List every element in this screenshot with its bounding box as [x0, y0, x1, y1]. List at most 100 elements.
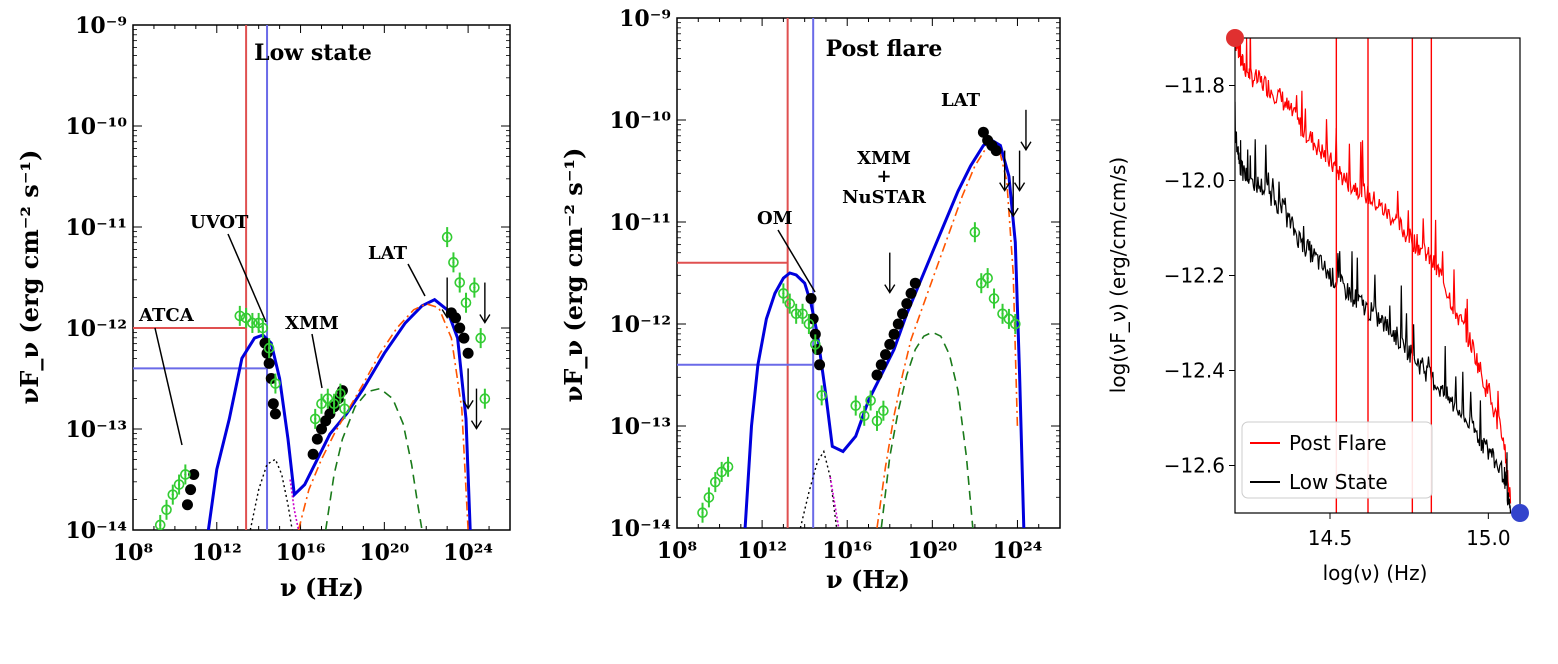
right-panel: 14.5 15.0 −12.6 −12.4 −12.2 −12.0 −11.8 log(ν)… — [1106, 29, 1529, 585]
y-tick-label: −12.6 — [1164, 454, 1225, 478]
observed-point — [871, 369, 883, 381]
archival-point — [322, 393, 334, 405]
observed-point — [909, 277, 921, 289]
y-tick-label: 10⁻¹⁰ — [610, 108, 672, 134]
archival-point-center — [238, 314, 242, 318]
observed-point — [454, 322, 466, 334]
observed-point — [884, 338, 896, 350]
archival-point — [982, 272, 993, 284]
archival-point — [475, 332, 486, 344]
left-title: Low state — [254, 40, 372, 66]
y-tick-label: −12.0 — [1164, 169, 1225, 193]
archival-point-center — [854, 404, 857, 407]
archival-point — [173, 479, 185, 490]
archival-point-center — [882, 409, 885, 412]
right-ticks: 14.5 15.0 −12.6 −12.4 −12.2 −12.0 −11.8 — [1164, 29, 1529, 550]
x-tick-label: 10¹² — [192, 540, 242, 566]
archival-point — [722, 461, 734, 473]
middle-annotation-arrows — [777, 229, 816, 293]
observed-point — [809, 328, 821, 340]
curve-ec — [324, 387, 423, 530]
archival-point-center — [184, 473, 187, 476]
x-tick-label: 10²⁴ — [992, 538, 1042, 564]
middle-annot-nustar: NuSTAR — [842, 187, 927, 208]
right-xlabel: log(ν) (Hz) — [1323, 561, 1428, 585]
archival-point — [703, 492, 715, 503]
observed-point — [265, 373, 277, 384]
middle-annot-om: OM — [757, 208, 793, 229]
archival-point-center — [483, 397, 487, 400]
archival-point — [339, 403, 350, 415]
observed-point — [892, 318, 904, 330]
curve-ssc — [876, 144, 1019, 528]
middle-annot-plus: + — [876, 166, 891, 187]
observed-point — [311, 433, 323, 445]
archival-point — [816, 390, 827, 401]
middle-panel: 10⁸ 10¹² 10¹⁶ 10²⁰ 10²⁴ 10⁻¹⁴ 10⁻¹³ 10⁻¹² 10⁻¹¹ 1… — [559, 6, 1061, 594]
archival-point — [784, 298, 796, 309]
archival-point-center — [257, 321, 260, 325]
observed-point — [316, 423, 327, 435]
archival-point — [234, 310, 246, 322]
y-tick-label: 10⁻¹³ — [66, 417, 128, 443]
archival-point-center — [171, 493, 174, 496]
curve-host — [289, 479, 300, 530]
archival-point — [810, 339, 821, 350]
archival-point-center — [339, 392, 342, 395]
archival-point — [716, 466, 727, 478]
archival-point-center — [801, 312, 804, 315]
archival-point — [328, 398, 340, 410]
x-tick-label: 10²⁴ — [443, 540, 493, 566]
observed-point — [261, 347, 273, 359]
y-tick-label: 10⁻¹¹ — [66, 215, 128, 241]
spectrum-low-state — [1235, 101, 1512, 513]
archival-point-center — [445, 235, 449, 239]
observed-point — [450, 312, 462, 324]
archival-point — [257, 322, 269, 334]
archival-point-center — [458, 281, 461, 284]
archival-point — [975, 277, 987, 289]
archival-point-center — [452, 261, 455, 264]
archival-point-center — [807, 322, 811, 326]
observed-point — [462, 347, 474, 359]
middle-ylabel: νF_ν (erg cm⁻² s⁻¹) — [559, 148, 588, 403]
x-tick-label: 15.0 — [1466, 526, 1511, 550]
curve-ec — [880, 331, 974, 528]
archival-point-center — [992, 297, 996, 300]
left-annotation-arrows — [154, 233, 426, 446]
observed-point — [267, 398, 279, 410]
upper-limit-arrowhead — [479, 314, 491, 324]
x-tick-label: 10¹² — [737, 538, 787, 564]
archival-point — [180, 469, 191, 480]
archival-point — [335, 388, 346, 399]
x-tick-label: 10²⁰ — [359, 540, 409, 566]
archival-point — [865, 395, 876, 406]
archival-point — [858, 410, 870, 422]
y-tick-label: −11.8 — [1164, 74, 1225, 98]
upper-limit-arrowhead — [462, 400, 474, 410]
curve-disk — [799, 449, 838, 528]
x-tick-label: 10⁸ — [657, 538, 697, 564]
observed-point — [181, 499, 193, 511]
left-annot-xmm: XMM — [285, 313, 339, 334]
upper-limit-arrowhead — [470, 420, 483, 430]
observed-point — [185, 484, 197, 496]
x-tick-label: 14.5 — [1308, 526, 1353, 550]
middle-curves — [677, 18, 1026, 528]
observed-point — [336, 385, 348, 397]
archival-point-center — [986, 276, 989, 280]
left-panel: 10⁸ 10¹² 10¹⁶ 10²⁰ 10²⁴ 10⁻¹⁴ 10⁻¹³ 10⁻¹² 10⁻¹¹ 1… — [15, 13, 511, 602]
archival-point-center — [326, 397, 329, 400]
archival-point-center — [863, 414, 866, 417]
observed-point — [263, 357, 275, 369]
archival-point — [247, 317, 258, 329]
left-points — [154, 227, 491, 530]
y-tick-label: 10⁻¹⁴ — [66, 518, 128, 544]
archival-point — [878, 405, 889, 417]
upper-limit-arrowhead — [441, 309, 453, 319]
archival-point — [697, 507, 708, 519]
left-ylabel: νF_ν (erg cm⁻² s⁻¹) — [15, 150, 44, 405]
left-annot-atca: ATCA — [138, 305, 195, 326]
archival-point-center — [875, 419, 879, 423]
observed-point — [977, 126, 989, 138]
